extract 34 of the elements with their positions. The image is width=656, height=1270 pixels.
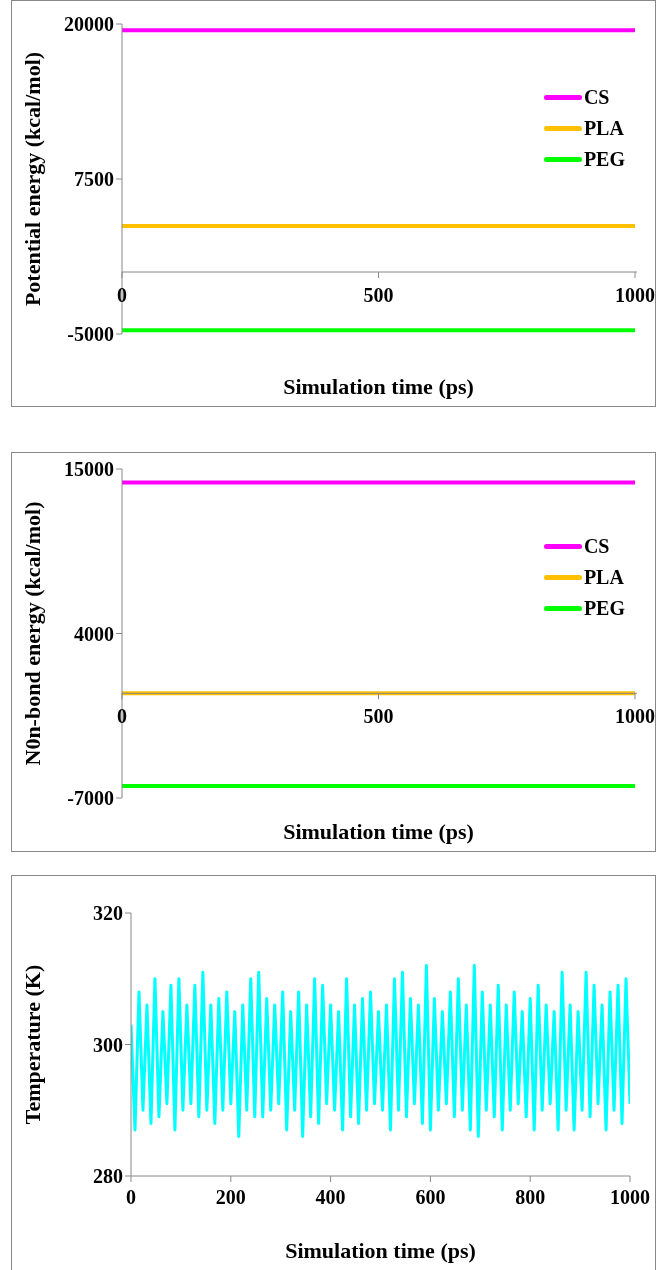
x-tick-label: 600	[415, 1186, 446, 1208]
y-tick-label: -7000	[67, 787, 114, 810]
y-tick-label: 300	[93, 1033, 123, 1056]
x-tick-label: 1000	[610, 1186, 650, 1208]
legend-label: PEG	[583, 596, 625, 620]
x-tick-label: 500	[363, 705, 394, 728]
legend-label: PEG	[583, 148, 625, 171]
y-tick-label: 15000	[64, 458, 114, 481]
x-tick-label: 0	[117, 284, 127, 306]
y-tick-label: 4000	[74, 622, 114, 645]
x-tick-label: 1000	[615, 284, 655, 306]
x-tick-label: 1000	[615, 705, 655, 728]
y-tick-label: 280	[93, 1165, 123, 1188]
y-axis-title: N0n-bond energy (kcal/mol)	[19, 501, 45, 766]
legend-label: PLA	[583, 565, 624, 589]
x-tick-label: 200	[215, 1186, 246, 1208]
legend-label: PLA	[583, 117, 624, 140]
y-tick-label: 20000	[64, 13, 114, 36]
x-tick-label: 500	[363, 284, 394, 306]
y-axis-title: Potential energy (kcal/mol)	[19, 51, 45, 307]
x-tick-label: 0	[126, 1186, 136, 1208]
x-tick-label: 0	[117, 705, 127, 728]
y-tick-label: 7500	[74, 168, 114, 191]
y-tick-label: -5000	[67, 323, 114, 346]
y-axis-title: Temperature (K)	[19, 964, 45, 1125]
legend-label: CS	[583, 534, 610, 558]
line-series	[131, 964, 630, 1139]
y-tick-label: 320	[93, 902, 123, 925]
x-tick-label: 400	[315, 1186, 346, 1208]
legend-label: CS	[583, 86, 610, 109]
x-axis-title: Simulation time (ps)	[283, 819, 474, 844]
x-axis-title: Simulation time (ps)	[283, 374, 474, 399]
x-axis-title: Simulation time (ps)	[285, 1238, 476, 1263]
x-tick-label: 800	[515, 1186, 546, 1208]
